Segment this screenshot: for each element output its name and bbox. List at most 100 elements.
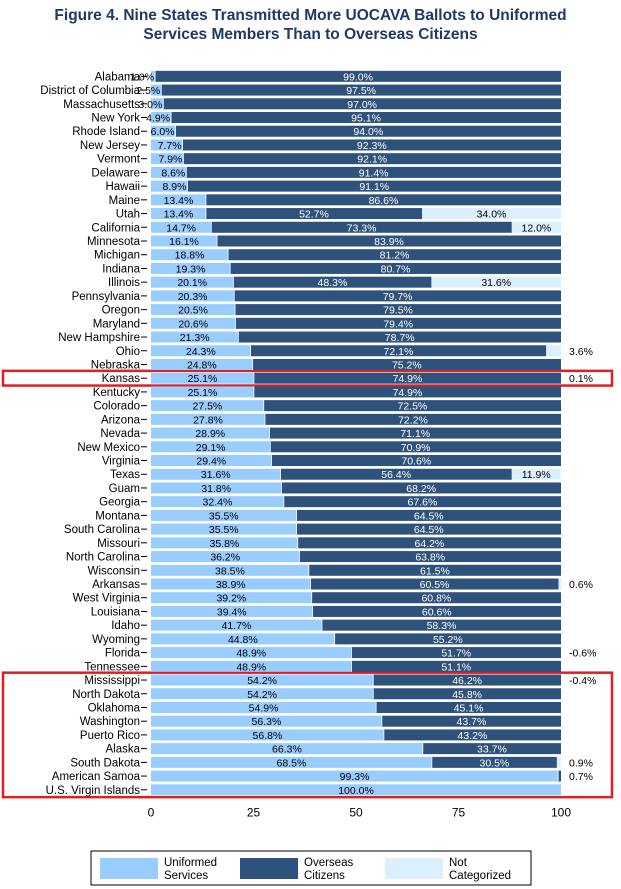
category-label-guam: Guam	[109, 483, 140, 495]
label-uniformed-hawaii: 8.9%	[163, 181, 187, 193]
bar-overseas-idaho	[321, 619, 561, 631]
label-not-categorized-ohio: 3.6%	[569, 346, 593, 358]
category-label-north-carolina: North Carolina	[66, 552, 141, 564]
label-overseas-alaska: 33.7%	[477, 744, 507, 756]
category-label-montana: Montana	[95, 510, 140, 522]
category-label-florida: Florida	[105, 648, 141, 660]
label-overseas-maine: 86.6%	[369, 195, 399, 207]
category-label-oregon: Oregon	[102, 305, 140, 317]
label-overseas-louisiana: 60.6%	[422, 606, 452, 618]
category-label-minnesota: Minnesota	[87, 236, 141, 248]
legend-label-not-categorized: Categorized	[449, 870, 511, 882]
category-label-ohio: Ohio	[116, 346, 140, 358]
category-label-new-york: New York	[91, 113, 140, 125]
label-overseas-delaware: 91.4%	[359, 167, 389, 179]
bar-uniformed-tennessee	[151, 660, 352, 672]
highlight-layer	[1, 369, 614, 799]
label-uniformed-guam: 31.8%	[201, 483, 231, 495]
bar-overseas-vermont	[183, 153, 561, 165]
label-uniformed-massachusetts: 3.0%	[138, 99, 162, 111]
label-overseas-south-carolina: 64.5%	[414, 524, 444, 536]
bar-uniformed-kansas	[151, 372, 254, 384]
category-label-delaware: Delaware	[91, 167, 140, 179]
label-overseas-wisconsin: 61.5%	[420, 565, 450, 577]
category-label-wisconsin: Wisconsin	[88, 565, 140, 577]
label-overseas-colorado: 72.5%	[397, 401, 427, 413]
category-label-new-mexico: New Mexico	[77, 442, 140, 454]
label-uniformed-illinois: 20.1%	[177, 277, 207, 289]
bar-uniformed-vermont	[151, 153, 184, 165]
label-overseas-illinois: 48.3%	[318, 277, 348, 289]
bar-not-categorized-arkansas	[558, 578, 561, 590]
category-label-nevada: Nevada	[100, 428, 140, 440]
bar-uniformed-nevada	[151, 427, 270, 439]
bar-overseas-maine	[205, 194, 561, 206]
label-overseas-guam: 68.2%	[406, 483, 436, 495]
label-overseas-michigan: 81.2%	[380, 250, 410, 262]
label-uniformed-tennessee: 48.9%	[236, 661, 266, 673]
bar-overseas-arizona	[264, 413, 561, 425]
bar-uniformed-indiana	[151, 262, 231, 274]
bar-uniformed-arizona	[151, 413, 265, 425]
bar-uniformed-maine	[151, 194, 206, 206]
bar-uniformed-virginia	[151, 455, 272, 467]
legend-swatch-overseas-citizens	[240, 858, 298, 879]
bar-overseas-florida	[351, 647, 561, 659]
label-uniformed-oregon: 20.5%	[178, 305, 208, 317]
label-overseas-virginia: 70.6%	[401, 456, 431, 468]
bar-uniformed-michigan	[151, 249, 229, 261]
bar-uniformed-massachusetts	[151, 98, 164, 110]
bar-overseas-maryland	[235, 317, 561, 329]
category-label-alabama: Alabama	[95, 71, 141, 83]
bar-uniformed-utah	[151, 208, 206, 220]
label-uniformed-florida: 48.9%	[236, 648, 266, 660]
bar-uniformed-new-hampshire	[151, 331, 239, 343]
bar-overseas-district-of-columbia	[161, 84, 561, 96]
bar-uniformed-north-carolina	[151, 551, 300, 563]
label-overseas-nevada: 71.1%	[400, 428, 430, 440]
label-uniformed-nevada: 28.9%	[195, 428, 225, 440]
bar-overseas-south-dakota	[431, 756, 557, 768]
bar-uniformed-washington	[151, 715, 382, 727]
category-label-louisiana: Louisiana	[91, 606, 141, 618]
bar-overseas-indiana	[230, 262, 561, 274]
bar-uniformed-arkansas	[151, 578, 311, 590]
bar-uniformed-american-samoa	[151, 770, 559, 782]
label-overseas-new-york: 95.1%	[351, 113, 381, 125]
bar-overseas-michigan	[228, 249, 561, 261]
label-uniformed-colorado: 27.5%	[192, 401, 222, 413]
chart-title: Figure 4. Nine States Transmitted More U…	[0, 6, 621, 44]
label-uniformed-west-virginia: 39.2%	[216, 593, 246, 605]
label-uniformed-oklahoma: 54.9%	[249, 702, 279, 714]
bar-overseas-georgia	[283, 496, 561, 508]
label-not-categorized-arkansas: 0.6%	[569, 579, 593, 591]
label-uniformed-delaware: 8.6%	[161, 167, 185, 179]
category-label-north-dakota: North Dakota	[72, 689, 140, 701]
bar-overseas-new-jersey	[182, 139, 561, 151]
bar-overseas-ohio	[250, 345, 547, 357]
category-label-michigan: Michigan	[94, 250, 140, 262]
label-overseas-oregon: 79.5%	[383, 305, 413, 317]
category-label-west-virginia: West Virginia	[73, 593, 141, 605]
category-label-arizona: Arizona	[101, 414, 141, 426]
label-uniformed-michigan: 18.8%	[175, 250, 205, 262]
legend-label-overseas-citizens: Citizens	[304, 870, 345, 882]
bar-uniformed-new-york	[151, 112, 172, 124]
label-uniformed-mississippi: 54.2%	[247, 675, 277, 687]
label-overseas-mississippi: 46.2%	[452, 675, 482, 687]
label-uniformed-north-dakota: 54.2%	[247, 689, 277, 701]
bar-overseas-hawaii	[187, 180, 562, 192]
x-axis: 0 25 50 75 100	[141, 75, 571, 820]
label-not-categorized-south-dakota: 0.9%	[569, 757, 593, 769]
label-uniformed-nebraska: 24.8%	[187, 359, 217, 371]
label-overseas-arkansas: 60.5%	[420, 579, 450, 591]
label-overseas-new-mexico: 70.9%	[401, 442, 431, 454]
legend-label-overseas-citizens: Overseas	[304, 857, 353, 869]
x-tick-label-0: 0	[148, 806, 155, 820]
bar-overseas-arkansas	[310, 578, 559, 590]
bar-uniformed-guam	[151, 482, 282, 494]
label-overseas-west-virginia: 60.8%	[421, 593, 451, 605]
x-tick-label-50: 50	[349, 806, 363, 820]
bar-overseas-kansas	[253, 372, 561, 384]
